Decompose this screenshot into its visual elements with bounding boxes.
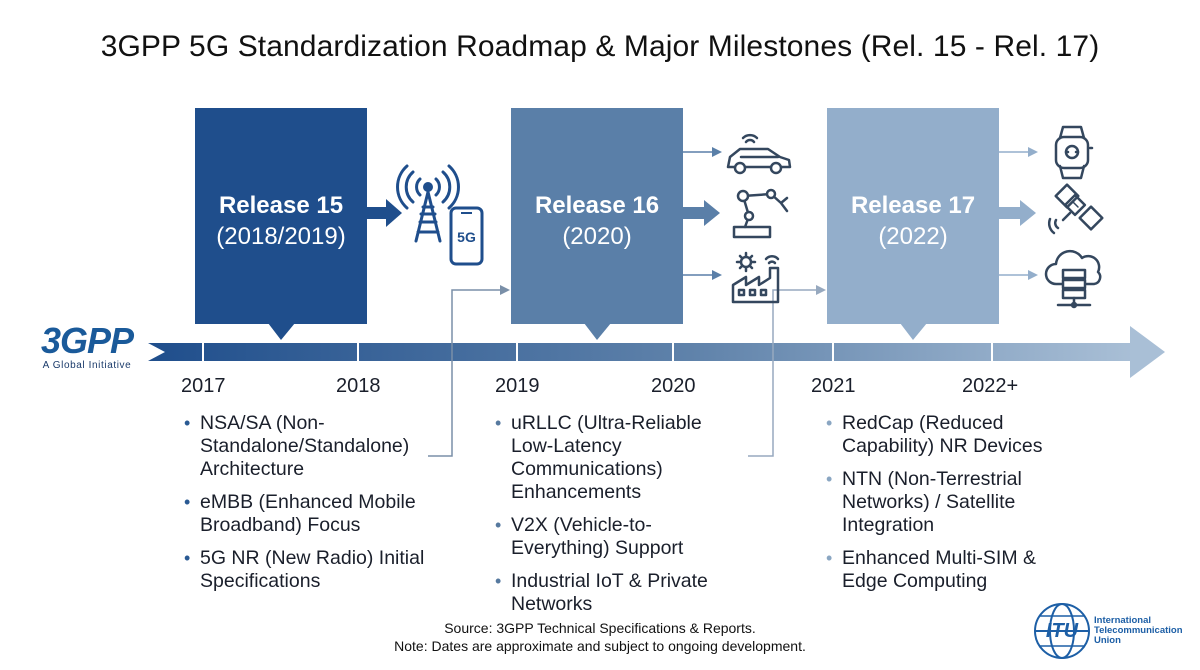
satellite-icon	[1047, 183, 1104, 235]
source-note: Source: 3GPP Technical Specifications & …	[444, 620, 756, 636]
itu-logo-name: International Telecommunication Union	[1094, 615, 1183, 646]
page-title: 3GPP 5G Standardization Roadmap & Major …	[100, 30, 1100, 63]
3gpp-logo-tagline: A Global Initiative	[42, 360, 132, 371]
list-item: uRLLC (Ultra-Reliable Low-Latency Commun…	[495, 412, 745, 504]
itu-logo-globe	[1034, 603, 1090, 659]
release15-arrow	[367, 199, 402, 227]
list-item: V2X (Vehicle-to-Everything) Support	[495, 514, 745, 560]
robot-arm-icon	[732, 188, 789, 239]
release-16-date: (2020)	[562, 223, 632, 250]
release16-arrows	[683, 147, 722, 280]
year-label-2018: 2018	[336, 375, 381, 397]
year-label-2020: 2020	[651, 375, 696, 397]
3gpp-logo: 3GPP A Global Initiative	[28, 320, 146, 371]
year-label-2017: 2017	[181, 375, 226, 397]
smartwatch-icon	[1054, 125, 1094, 180]
list-item: eMBB (Enhanced Mobile Broadband) Focus	[184, 491, 434, 537]
year-ticks	[202, 343, 993, 361]
list-item: RedCap (Reduced Capability) NR Devices	[826, 412, 1076, 458]
list-item: Industrial IoT & Private Networks	[495, 570, 745, 616]
list-item: NSA/SA (Non-Standalone/Standalone) Archi…	[184, 412, 434, 481]
smart-factory-icon	[731, 251, 780, 304]
list-item: Enhanced Multi-SIM & Edge Computing	[826, 547, 1076, 593]
disclaimer-note: Note: Dates are approximate and subject …	[394, 638, 806, 654]
cloud-server-icon	[1044, 249, 1102, 309]
year-label-2019: 2019	[495, 375, 540, 397]
connected-car-icon	[726, 133, 792, 175]
year-label-2022-plus: 2022+	[962, 375, 1019, 397]
list-item: 5G NR (New Radio) Initial Specifications	[184, 547, 434, 593]
list-item: NTN (Non-Terrestrial Networks) / Satelli…	[826, 468, 1076, 537]
year-label-2021: 2021	[811, 375, 856, 397]
5g-tower-icon	[396, 164, 460, 243]
connector-r16-r17-head	[816, 285, 826, 295]
timeline-arrow	[148, 326, 1165, 378]
release-16-box	[511, 108, 683, 340]
3gpp-logo-mark: 3GPP	[40, 320, 134, 361]
connector-r15-r16	[428, 289, 500, 457]
release-15-name: Release 15	[218, 192, 344, 219]
connector-r15-r16-head	[500, 285, 510, 295]
release-15-features: NSA/SA (Non-Standalone/Standalone) Archi…	[184, 412, 434, 603]
release-17-date: (2022)	[878, 223, 948, 250]
5g-phone-icon: 5G	[449, 206, 484, 266]
release-15-box	[195, 108, 367, 340]
release-15-date: (2018/2019)	[216, 223, 346, 250]
release-15-label: Release 15 (2018/2019)	[195, 190, 367, 252]
phone-5g-label: 5G	[457, 229, 476, 245]
release-16-name: Release 16	[534, 192, 660, 219]
release-17-name: Release 17	[850, 192, 976, 219]
release17-arrows	[999, 147, 1038, 280]
release-17-features: RedCap (Reduced Capability) NR Devices N…	[826, 412, 1076, 603]
itu-logo-mark: ITU	[1045, 620, 1079, 642]
release-17-box	[827, 108, 999, 340]
connector-r16-r17	[748, 289, 816, 457]
release-17-label: Release 17 (2022)	[827, 190, 999, 252]
release-16-label: Release 16 (2020)	[511, 190, 683, 252]
release-16-features: uRLLC (Ultra-Reliable Low-Latency Commun…	[495, 412, 745, 626]
